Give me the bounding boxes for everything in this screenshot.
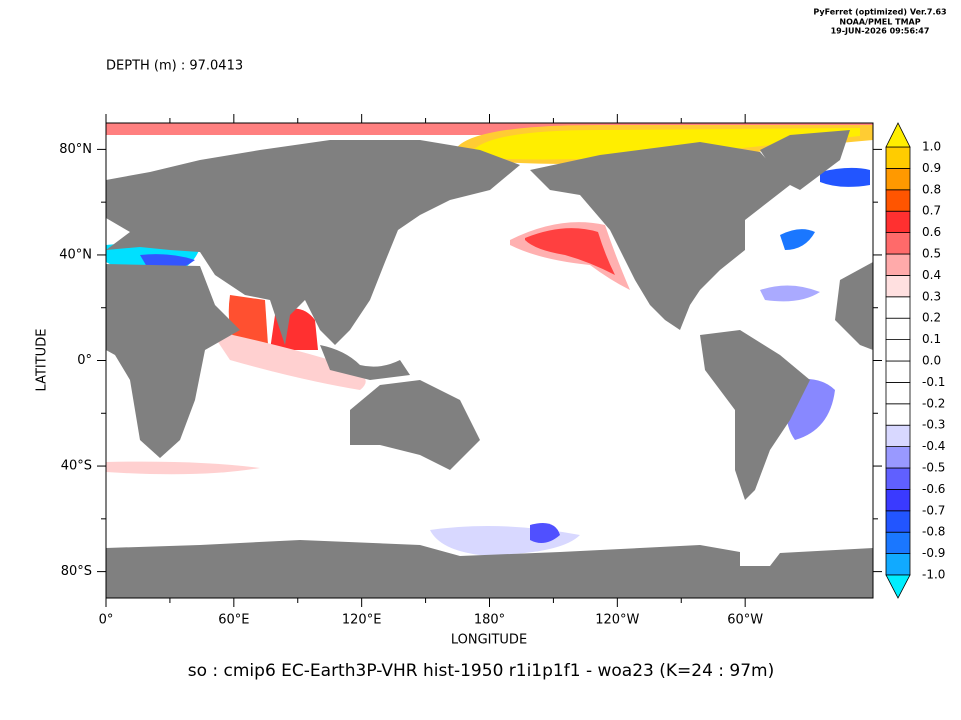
colorbar-label: -0.3	[922, 418, 945, 432]
colorbar-label: 0.6	[922, 225, 941, 239]
colorbar-label: -0.4	[922, 439, 945, 453]
colorbar-box	[885, 510, 911, 533]
colorbar-label: 0.2	[922, 311, 941, 325]
colorbar-label: 0.3	[922, 289, 941, 303]
subtitle: DEPTH (m) : 97.0413	[106, 59, 243, 74]
colorbar-box	[885, 403, 911, 426]
colorbar-label: -0.1	[922, 375, 945, 389]
colorbar-box	[885, 531, 911, 555]
colorbar-box	[885, 553, 911, 576]
colorbar-box	[885, 381, 911, 405]
colorbar-box	[885, 296, 911, 319]
colorbar-label: 0.0	[922, 354, 941, 368]
x-tick-label: 60°E	[218, 613, 249, 628]
map	[106, 123, 873, 598]
y-tick-label: 0°	[77, 353, 92, 368]
land	[106, 130, 873, 598]
colorbar-label: 1.0	[922, 140, 941, 154]
x-tick-label: 0°	[99, 613, 114, 628]
colorbar-label: -0.6	[922, 482, 945, 496]
colorbar-label: 0.1	[922, 332, 941, 346]
colorbar-box	[885, 467, 911, 490]
colorbar-box	[885, 360, 911, 383]
colorbar-box	[885, 146, 911, 169]
colorbar-box	[885, 167, 911, 191]
colorbar-box	[885, 189, 911, 212]
colorbar-label: -0.7	[922, 503, 945, 517]
colorbar-label: 0.4	[922, 268, 941, 282]
program-label: PyFerret (optimized) Ver.7.63	[813, 8, 946, 17]
x-axis-label: LONGITUDE	[451, 633, 527, 648]
colorbar-label: -0.8	[922, 525, 945, 539]
colorbar-label: -0.9	[922, 546, 945, 560]
colorbar-label: -0.2	[922, 396, 945, 410]
colorbar-label: 0.7	[922, 204, 941, 218]
colorbar-box	[885, 232, 911, 255]
y-tick-label: 80°S	[61, 564, 92, 579]
org-label: NOAA/PMEL TMAP	[839, 18, 920, 27]
chart-title: so : cmip6 EC-Earth3P-VHR hist-1950 r1i1…	[188, 661, 775, 681]
y-tick-label: 40°S	[61, 459, 92, 474]
colorbar-box	[885, 253, 911, 276]
colorbar-label: 0.9	[922, 161, 941, 175]
x-tick-label: 60°W	[727, 613, 763, 628]
colorbar-box	[885, 446, 911, 469]
y-axis-label: LATITUDE	[35, 329, 50, 392]
colorbar-over	[885, 122, 911, 148]
x-tick-label: 120°W	[595, 613, 639, 628]
colorbar-box	[885, 274, 911, 298]
colorbar-box	[885, 339, 911, 362]
colorbar-label: 0.5	[922, 247, 941, 261]
date-label: 19-JUN-2026 09:56:47	[831, 27, 930, 36]
colorbar-box	[885, 488, 911, 512]
colorbar-label: 0.8	[922, 182, 941, 196]
y-tick-label: 40°N	[59, 247, 92, 262]
x-tick-label: 120°E	[342, 613, 382, 628]
colorbar-box	[885, 210, 911, 233]
colorbar-under	[885, 574, 911, 599]
colorbar-label: -1.0	[922, 568, 945, 582]
colorbar-label: -0.5	[922, 461, 945, 475]
colorbar-box	[885, 424, 911, 448]
colorbar-box	[885, 317, 911, 341]
y-tick-label: 80°N	[59, 142, 92, 157]
x-tick-label: 180°	[474, 613, 505, 628]
